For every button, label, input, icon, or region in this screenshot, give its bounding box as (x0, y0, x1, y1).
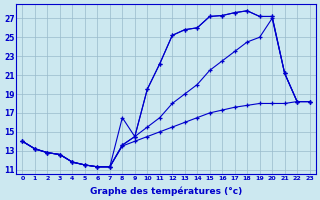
X-axis label: Graphe des températures (°c): Graphe des températures (°c) (90, 186, 242, 196)
